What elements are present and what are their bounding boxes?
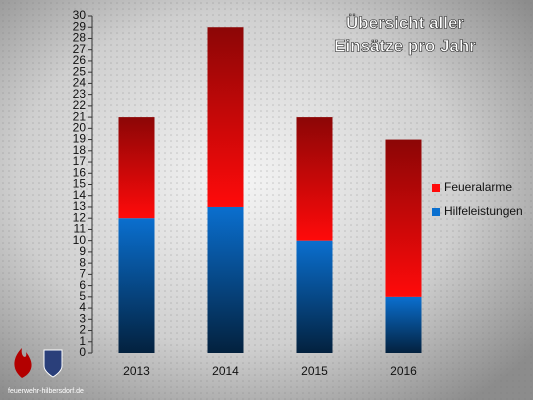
- title: Übersicht aller Einsätze pro Jahr: [334, 13, 477, 56]
- y-tick-label: 24: [73, 76, 87, 90]
- y-tick-label: 1: [79, 334, 86, 348]
- bar-segment: [118, 218, 155, 353]
- y-tick-label: 9: [79, 244, 86, 258]
- y-tick-label: 14: [73, 188, 87, 202]
- y-tick-label: 28: [73, 31, 87, 45]
- bar-segment: [207, 27, 244, 207]
- x-tick-label: 2013: [123, 364, 150, 378]
- y-tick-label: 10: [73, 233, 87, 247]
- y-tick-label: 21: [73, 109, 87, 123]
- y-tick-label: 19: [73, 132, 87, 146]
- y-tick-label: 6: [79, 278, 86, 292]
- y-tick-label: 30: [73, 8, 87, 22]
- title-line: Einsätze pro Jahr: [334, 36, 476, 55]
- y-tick-label: 0: [79, 345, 86, 359]
- x-tick-label: 2015: [301, 364, 328, 378]
- y-tick-label: 4: [79, 300, 86, 314]
- x-tick-label: 2016: [390, 364, 417, 378]
- logo-shield: [43, 349, 63, 378]
- y-tick-label: 25: [73, 64, 87, 78]
- y-tick-label: 27: [73, 42, 87, 56]
- y-tick-label: 12: [73, 210, 87, 224]
- logo-flame: [14, 348, 32, 378]
- y-tick-label: 22: [73, 98, 87, 112]
- bar-segment: [207, 206, 244, 353]
- y-tick-label: 16: [73, 165, 87, 179]
- x-tick-label: 2014: [212, 364, 239, 378]
- y-tick-label: 29: [73, 19, 87, 33]
- y-tick-label: 13: [73, 199, 87, 213]
- bar-segment: [296, 240, 333, 353]
- bar-segment: [385, 296, 422, 353]
- bar-segment: [296, 117, 333, 241]
- bar-segment: [385, 139, 422, 297]
- y-tick-label: 11: [74, 222, 87, 236]
- logo: [14, 348, 63, 378]
- y-tick-label: 2: [79, 323, 86, 337]
- y-tick-label: 5: [79, 289, 86, 303]
- legend-label: Hilfeleistungen: [444, 204, 523, 218]
- y-tick-label: 18: [73, 143, 87, 157]
- y-tick-label: 15: [73, 177, 87, 191]
- legend-swatch: [432, 184, 440, 192]
- footer: feuerwehr-hilbersdorf.de: [8, 388, 84, 395]
- bar-segment: [118, 117, 155, 219]
- legend-swatch: [432, 208, 440, 216]
- y-tick-label: 23: [73, 87, 87, 101]
- y-tick-label: 3: [79, 311, 86, 325]
- title-line: Übersicht aller: [346, 13, 464, 32]
- y-tick-label: 8: [79, 255, 86, 269]
- y-tick-label: 20: [73, 121, 87, 135]
- y-tick-label: 7: [79, 267, 86, 281]
- legend-label: Feueralarme: [444, 180, 512, 194]
- y-tick-label: 17: [73, 154, 87, 168]
- y-tick-label: 26: [73, 53, 87, 67]
